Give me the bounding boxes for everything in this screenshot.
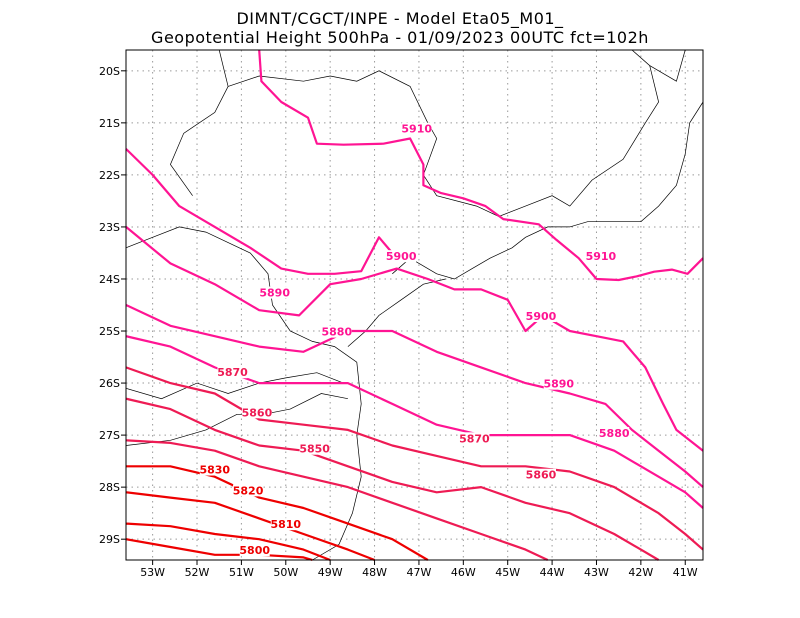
contour-5820 — [125, 491, 375, 562]
contour-label-bg — [543, 377, 574, 390]
coastline — [347, 278, 446, 347]
contour-label: 5850 — [299, 443, 330, 456]
contour-label-bg — [233, 484, 264, 497]
contour-5850 — [125, 439, 549, 561]
contour-label-bg — [525, 468, 556, 481]
contour-label-bg — [241, 406, 272, 419]
x-tick-label: 48W — [362, 566, 387, 579]
contour-labels: 5910 5910 5900 5900 5890 5890 5880 5880 5870 5870… — [199, 122, 630, 557]
contour-label: 5860 — [242, 406, 273, 419]
chart-title: DIMNT/CGCT/INPE - Model Eta05_M01_ — [236, 9, 564, 29]
contour-label: 5880 — [322, 326, 353, 339]
contour-5880 — [125, 335, 704, 509]
coastline — [125, 372, 344, 400]
contour-5870 — [125, 366, 704, 551]
contour-5910 — [125, 148, 394, 275]
contour-label-bg — [299, 442, 330, 455]
y-tick-label: 22S — [99, 169, 120, 182]
coastline — [649, 49, 686, 82]
contour-label: 5900 — [526, 310, 557, 323]
contour-5830 — [126, 465, 429, 561]
contour-5810 — [125, 522, 331, 562]
x-tick-label: 51W — [229, 566, 254, 579]
y-tick-label: 20S — [99, 65, 120, 78]
coastline — [170, 49, 229, 196]
contour-label-bg — [401, 122, 432, 135]
contour-label-bg — [599, 427, 630, 440]
coastline — [392, 101, 704, 280]
contour-label: 5870 — [217, 366, 248, 379]
contour-label-bg — [459, 432, 490, 445]
contour-label: 5830 — [199, 464, 230, 477]
y-tick-label: 28S — [99, 481, 120, 494]
contour-label: 5900 — [386, 250, 417, 263]
contour-5860 — [125, 397, 660, 561]
x-tick-label: 44W — [540, 566, 565, 579]
contour-label-bg — [199, 463, 230, 476]
plot-frame — [125, 49, 704, 561]
contour-label: 5820 — [233, 484, 264, 497]
contour-label: 5890 — [259, 287, 290, 300]
x-tick-label: 42W — [628, 566, 653, 579]
x-tick-label: 41W — [673, 566, 698, 579]
y-tick-label: 29S — [99, 533, 120, 546]
y-tick-label: 24S — [99, 273, 120, 286]
contour-label-bg — [386, 250, 417, 263]
contour-label: 5810 — [270, 518, 301, 531]
axes: 53W 52W 51W 50W 49W 48W 47W 46W 45W 44W 43W 42W 41W 2… — [99, 65, 698, 579]
coastline-borders — [125, 49, 704, 561]
contour-label: 5870 — [459, 432, 490, 445]
x-tick-label: 49W — [318, 566, 343, 579]
x-tick-label: 53W — [140, 566, 165, 579]
contour-label-bg — [270, 518, 301, 531]
contour-label: 5860 — [526, 469, 557, 482]
contour-5910 — [258, 49, 704, 282]
coastline — [125, 226, 362, 561]
x-tick-label: 43W — [584, 566, 609, 579]
x-tick-label: 46W — [451, 566, 476, 579]
contour-label-bg — [217, 366, 248, 379]
y-tick-label: 23S — [99, 221, 120, 234]
y-tick-label: 21S — [99, 117, 120, 130]
y-tick-label: 25S — [99, 325, 120, 338]
contour-label: 5910 — [586, 250, 617, 263]
contour-label: 5800 — [239, 544, 270, 557]
coastline — [227, 49, 659, 217]
contour-label-bg — [525, 310, 556, 323]
contour-label-bg — [321, 325, 352, 338]
contour-5890 — [125, 304, 704, 488]
contour-label: 5890 — [543, 378, 574, 391]
contour-label-bg — [585, 250, 616, 263]
contour-5900 — [125, 226, 704, 452]
x-tick-label: 50W — [273, 566, 298, 579]
chart-subtitle: Geopotential Height 500hPa - 01/09/2023 … — [151, 28, 649, 47]
contour-label: 5910 — [401, 123, 432, 136]
contour-label: 5880 — [599, 427, 630, 440]
y-tick-label: 27S — [99, 429, 120, 442]
contour-label-bg — [259, 286, 290, 299]
contour-5800 — [125, 538, 313, 562]
x-tick-label: 45W — [495, 566, 520, 579]
contour-label-bg — [239, 544, 270, 557]
x-tick-label: 47W — [407, 566, 432, 579]
x-tick-label: 52W — [185, 566, 210, 579]
y-tick-label: 26S — [99, 377, 120, 390]
